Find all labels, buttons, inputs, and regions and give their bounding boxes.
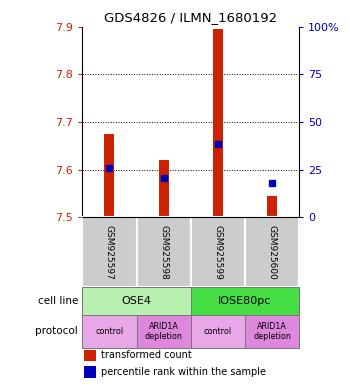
- Bar: [136, 315, 191, 348]
- Title: GDS4826 / ILMN_1680192: GDS4826 / ILMN_1680192: [104, 11, 277, 24]
- Bar: [191, 217, 245, 288]
- Text: percentile rank within the sample: percentile rank within the sample: [101, 367, 266, 377]
- Text: GSM925600: GSM925600: [268, 225, 276, 280]
- Bar: [191, 288, 299, 315]
- Bar: [82, 217, 136, 288]
- Bar: [245, 315, 299, 348]
- Text: IOSE80pc: IOSE80pc: [218, 296, 272, 306]
- Bar: [84, 366, 96, 378]
- Text: control: control: [204, 327, 232, 336]
- Text: cell line: cell line: [37, 296, 78, 306]
- Bar: [84, 349, 96, 361]
- Bar: [213, 29, 223, 217]
- Bar: [245, 217, 299, 288]
- Bar: [82, 315, 136, 348]
- Text: GSM925599: GSM925599: [214, 225, 222, 280]
- Text: protocol: protocol: [35, 326, 78, 336]
- Text: control: control: [95, 327, 124, 336]
- Text: ARID1A
depletion: ARID1A depletion: [253, 322, 291, 341]
- Bar: [105, 134, 114, 217]
- Text: GSM925598: GSM925598: [159, 225, 168, 280]
- Bar: [82, 288, 191, 315]
- Text: GSM925597: GSM925597: [105, 225, 114, 280]
- Text: OSE4: OSE4: [121, 296, 152, 306]
- Text: transformed count: transformed count: [101, 351, 191, 361]
- Bar: [159, 160, 168, 217]
- Bar: [136, 217, 191, 288]
- Text: ARID1A
depletion: ARID1A depletion: [145, 322, 183, 341]
- Bar: [191, 315, 245, 348]
- Bar: [267, 196, 277, 217]
